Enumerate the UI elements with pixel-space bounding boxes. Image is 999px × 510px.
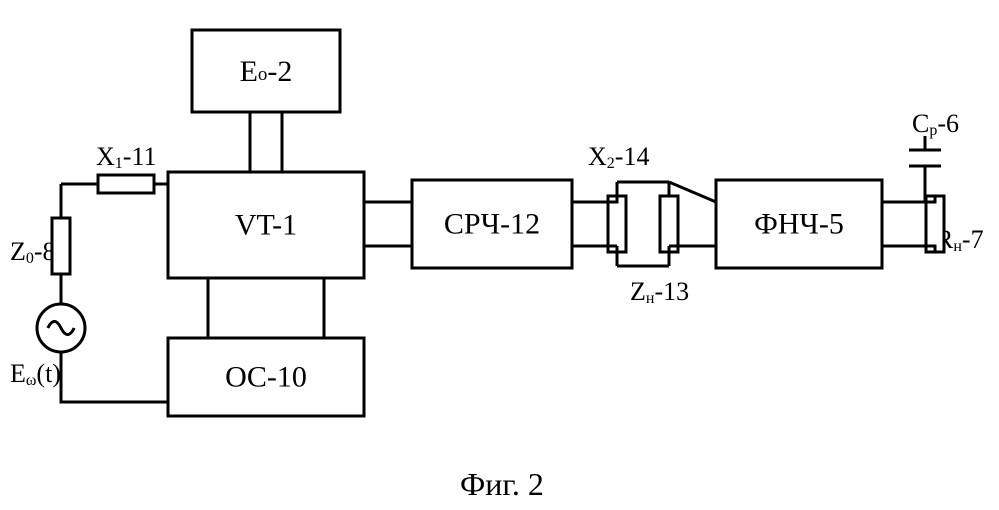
oc10-label: OC-10	[225, 361, 307, 394]
wire-src-oc10	[61, 352, 168, 402]
figure-caption: Фиг. 2	[460, 466, 544, 502]
label-x2: X2-14	[588, 142, 649, 172]
vt1-label: VT-1	[235, 209, 297, 242]
x2-resistor	[608, 196, 626, 252]
label-zn: Zн-13	[630, 277, 689, 307]
label-ew: Eω(t)	[10, 359, 61, 389]
label-x1: X1-11	[96, 142, 156, 172]
x1-resistor	[98, 175, 154, 193]
fnch-label: ФНЧ-5	[754, 208, 844, 241]
rn-resistor	[926, 196, 944, 252]
label-cp: Cp-6	[912, 109, 959, 139]
label-z0: Z0-8	[10, 237, 56, 267]
z0-resistor	[52, 218, 70, 274]
circuit-diagram: Eo-2VT-1OC-10СРЧ-12ФНЧ-5X1-11Z0-8Eω(t)X2…	[0, 0, 999, 510]
srch-label: СРЧ-12	[444, 208, 540, 241]
zn-resistor	[660, 196, 678, 252]
